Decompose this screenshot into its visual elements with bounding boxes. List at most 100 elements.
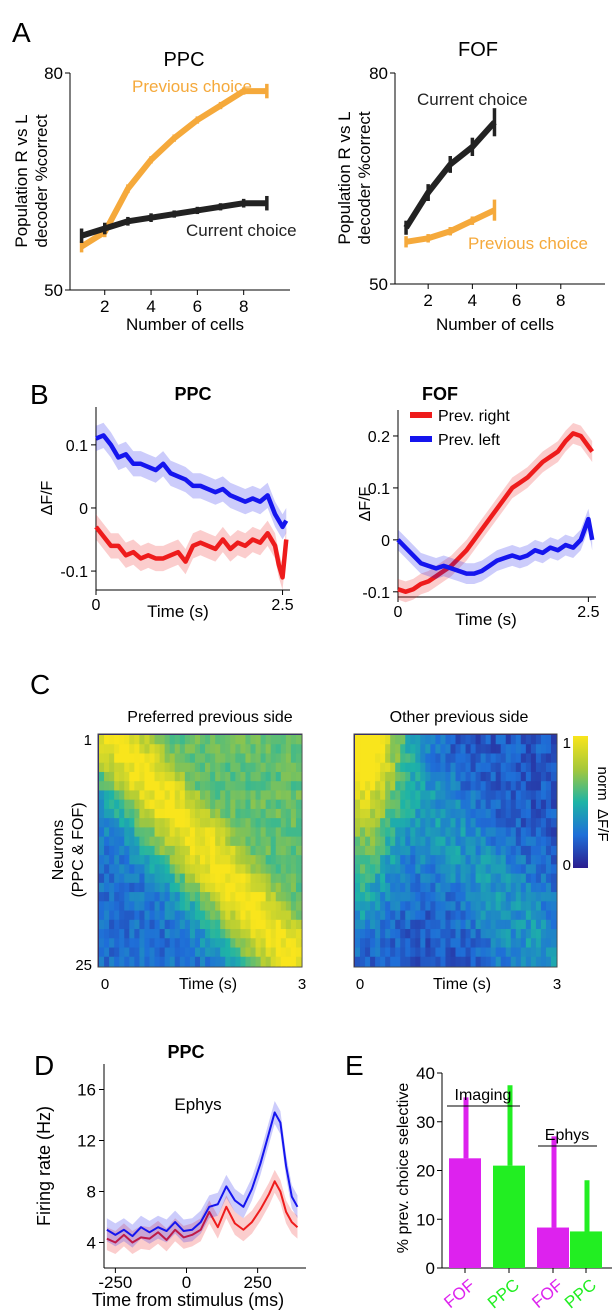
heatmap-cell [174, 873, 181, 884]
heatmap-cell [470, 938, 477, 949]
heatmap-cell [385, 762, 391, 773]
heatmap-cell [545, 799, 552, 810]
heatmap-cell [465, 947, 472, 958]
heatmap-cell [119, 873, 125, 884]
heatmap-cell [390, 892, 396, 902]
heatmap-cell [455, 873, 462, 884]
heatmap-cell [495, 919, 502, 930]
heatmap-cell [520, 845, 527, 856]
heatmap-cell [525, 818, 532, 828]
heatmap-cell [460, 845, 467, 856]
heatmap-cell [114, 929, 120, 939]
heatmap-cell [370, 753, 376, 764]
heatmap-cell [515, 873, 522, 884]
heatmap-cell [485, 827, 492, 838]
heatmap-cell [260, 910, 267, 921]
heatmap-cell [420, 735, 426, 745]
bar-fof [449, 1158, 481, 1268]
heatmap-cell [215, 753, 221, 764]
heatmap-cell [420, 873, 426, 884]
heatmap-cell [205, 836, 211, 847]
heatmap-cell [295, 864, 302, 875]
heatmap-cell [245, 864, 252, 875]
heatmap-cell [129, 771, 135, 782]
heatmap-cell [470, 808, 477, 819]
heatmap-cell [230, 855, 236, 865]
heatmap-cell [220, 808, 226, 819]
heatmap-cell [365, 873, 371, 884]
heatmap-cell [400, 882, 406, 893]
heatmap-cell [270, 956, 277, 967]
heatmap-cell [149, 771, 156, 782]
heatmap-cell [169, 790, 176, 801]
heatmap-cell [540, 929, 547, 939]
heatmap-cell [235, 836, 241, 847]
heatmap-cell [275, 790, 282, 801]
heatmap-cell [164, 956, 171, 967]
heatmap-cell [455, 938, 462, 949]
heatmap-cell [440, 762, 447, 773]
heatmap-cell [480, 753, 487, 764]
heatmap-cell [240, 892, 247, 902]
heatmap-cell [370, 901, 376, 912]
heatmap-cell [104, 818, 110, 828]
heatmap-cell [445, 901, 452, 912]
heatmap-cell [159, 855, 166, 865]
heatmap-cell [245, 808, 252, 819]
heatmap-cell [480, 855, 487, 865]
heatmap-cell [260, 808, 267, 819]
heatmap-cell [385, 818, 391, 828]
heatmap-cell [490, 744, 497, 755]
heatmap-cell [490, 827, 497, 838]
heatmap-cell [390, 818, 396, 828]
heatmap-cell [385, 836, 391, 847]
heatmap-cell [169, 781, 176, 792]
heatmap-cell [109, 910, 115, 921]
heatmap-cell [169, 827, 176, 838]
heatmap-cell [355, 808, 361, 819]
heatmap-cell [365, 956, 371, 967]
heatmap-cell [460, 910, 467, 921]
heatmap-cell [114, 910, 120, 921]
heatmap-cell [495, 808, 502, 819]
heatmap-cell [260, 744, 267, 755]
heatmap-cell [225, 808, 231, 819]
heatmap-cell [134, 762, 140, 773]
heatmap-cell [540, 753, 547, 764]
heatmap-cell [430, 956, 437, 967]
group-label-ephys: Ephys [545, 1127, 589, 1144]
heatmap-cell [109, 827, 115, 838]
heatmap-cell [535, 901, 542, 912]
heatmap-cell [114, 781, 120, 792]
heatmap-cell [174, 827, 181, 838]
heatmap-cell [465, 771, 472, 782]
heatmap-cell [495, 855, 502, 865]
series-band [106, 1169, 298, 1254]
heatmap-cell [250, 947, 257, 958]
heatmap-cell [174, 818, 181, 828]
heatmap-cell [430, 808, 437, 819]
heatmap-cell [240, 882, 247, 893]
heatmap-cell [174, 781, 181, 792]
heatmap-cell [450, 919, 457, 930]
heatmap-cell [280, 873, 287, 884]
chart-title: PPC [174, 384, 211, 404]
heatmap-cell [109, 735, 115, 745]
heatmap-cell [174, 845, 181, 856]
heatmap-cell [194, 938, 201, 949]
heatmap-cell [480, 910, 487, 921]
heatmap-cell [280, 901, 287, 912]
heatmap-cell [109, 892, 115, 902]
heatmap-cell [360, 864, 366, 875]
heatmap-cell [164, 901, 171, 912]
heatmap-cell [109, 929, 115, 939]
panel-letter-a: A [12, 17, 31, 48]
heatmap-cell [139, 781, 146, 792]
heatmap-cell [440, 910, 447, 921]
heatmap-cell [355, 938, 361, 949]
heatmap-cell [295, 818, 302, 828]
heatmap-cell [220, 956, 226, 967]
heatmap-cell [159, 864, 166, 875]
heatmap-cell [179, 762, 186, 773]
heatmap-cell [184, 901, 191, 912]
